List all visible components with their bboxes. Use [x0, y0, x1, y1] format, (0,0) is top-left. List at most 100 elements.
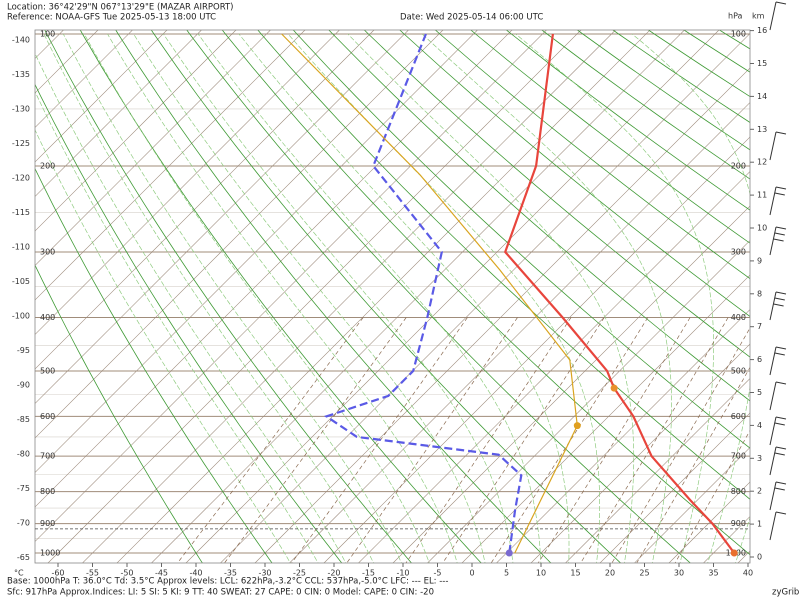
dry-adiabat: [79, 30, 482, 563]
isotherm-label: -140: [12, 36, 30, 45]
mixing-ratio-line: [291, 317, 468, 563]
dry-adiabat: [292, 30, 750, 449]
isotherm: [668, 481, 750, 563]
profile-line: [323, 33, 523, 554]
moist-adiabat: [238, 33, 570, 563]
t-tick-label: -35: [224, 569, 237, 578]
moist-adiabat: [43, 33, 375, 563]
t-tick-label: 5: [504, 569, 509, 578]
isotherm: [35, 30, 340, 335]
km-tick-label: 2: [757, 487, 762, 496]
p-tick-label: 600: [731, 412, 746, 421]
t-tick-label: -20: [327, 569, 340, 578]
wind-barb: [773, 238, 784, 242]
km-tick-label: 3: [757, 454, 762, 463]
p-tick-label: 200: [731, 161, 746, 170]
isotherm: [35, 30, 271, 266]
isotherm: [35, 30, 478, 473]
mixing-ratio-line: [674, 429, 750, 563]
moist-adiabat: [133, 33, 486, 563]
footer-line: Sfc: 917hPa Approx.Indices: LI: 5 SI: 5 …: [7, 588, 434, 598]
wind-barb: [775, 416, 787, 420]
p-tick-label: 400: [40, 313, 55, 322]
p-tick-label: 100: [731, 30, 746, 39]
t-tick-label: -5: [434, 569, 442, 578]
isotherm: [461, 274, 750, 563]
wind-barb: [774, 192, 785, 196]
isotherm: [427, 240, 750, 563]
dry-adiabat: [44, 30, 412, 563]
isotherm: [82, 30, 616, 563]
isotherm: [35, 30, 202, 197]
p-tick-label: 700: [731, 452, 746, 461]
p-tick-label: 900: [731, 519, 746, 528]
dry-adiabat: [35, 83, 343, 563]
p-unit: hPa: [728, 12, 743, 21]
dry-adiabat: [257, 30, 750, 500]
isotherm: [790, 0, 800, 580]
p-tick-label: 300: [731, 248, 746, 257]
t-tick-label: -50: [120, 569, 133, 578]
isotherm: [47, 30, 582, 563]
isotherm: [599, 412, 750, 563]
mixing-ratio-line: [537, 317, 691, 563]
plot-frame: [34, 29, 751, 564]
wind-barb: [769, 186, 777, 216]
wind-barb: [774, 452, 785, 456]
km-tick-label: 5: [757, 388, 762, 397]
isotherm: [35, 30, 99, 94]
reference: Reference: NOAA-GFS Tue 2025-05-13 18:00…: [7, 13, 216, 23]
isotherm-label: -130: [12, 105, 30, 114]
parcel-line: [281, 33, 578, 554]
isotherm: [35, 30, 375, 370]
p-tick-label: 500: [731, 366, 746, 375]
wind-barb: [769, 481, 777, 511]
moist-adiabat: [421, 33, 672, 563]
moist-adiabat: [197, 33, 542, 563]
km-tick-label: 15: [757, 59, 767, 68]
moist-adiabat: [287, 33, 601, 563]
wind-barb: [769, 446, 777, 476]
credit: zyGrib: [772, 588, 799, 598]
wind-barb: [769, 1, 777, 31]
wind-barb: [774, 422, 785, 426]
mixing-ratio-line: [611, 327, 750, 563]
isotherm: [185, 30, 720, 563]
isotherm-label: -125: [12, 139, 30, 148]
level-dot: [573, 422, 581, 430]
isotherm-label: -95: [17, 346, 30, 355]
km-tick-label: 8: [757, 289, 762, 298]
wind-barb: [774, 232, 785, 236]
moist-adiabat: [163, 33, 514, 563]
p-tick-label: 700: [40, 452, 55, 461]
isotherm: [530, 343, 750, 563]
isotherm: [35, 30, 409, 404]
isotherm-label: -120: [12, 174, 30, 183]
isotherm-label: -90: [17, 381, 30, 390]
p-tick-label: 300: [40, 248, 55, 257]
dry-adiabat: [115, 30, 552, 563]
t-tick-label: -40: [189, 569, 202, 578]
mixing-ratio-line: [442, 317, 605, 563]
isotherm: [358, 171, 750, 563]
km-tick-label: 10: [757, 224, 767, 233]
wind-barb: [769, 346, 777, 376]
mixing-ratio-line: [224, 317, 407, 563]
wind-barb: [769, 381, 777, 411]
km-tick-label: 1: [757, 520, 762, 529]
wind-barb: [775, 1, 787, 5]
t-tick-label: 25: [639, 569, 649, 578]
isotherm: [151, 30, 685, 563]
km-tick-label: 14: [757, 92, 767, 101]
dry-adiabat: [221, 30, 750, 556]
isotherm: [220, 33, 750, 563]
wind-barb: [774, 297, 785, 301]
isotherm: [35, 30, 133, 128]
wind-barb: [775, 291, 787, 295]
wind-barb: [769, 511, 777, 541]
p-tick-label: 400: [731, 313, 746, 322]
wind-barb: [775, 186, 787, 190]
km-tick-label: 9: [757, 256, 762, 265]
t-unit: °C: [14, 569, 24, 578]
t-tick-label: 20: [605, 569, 615, 578]
